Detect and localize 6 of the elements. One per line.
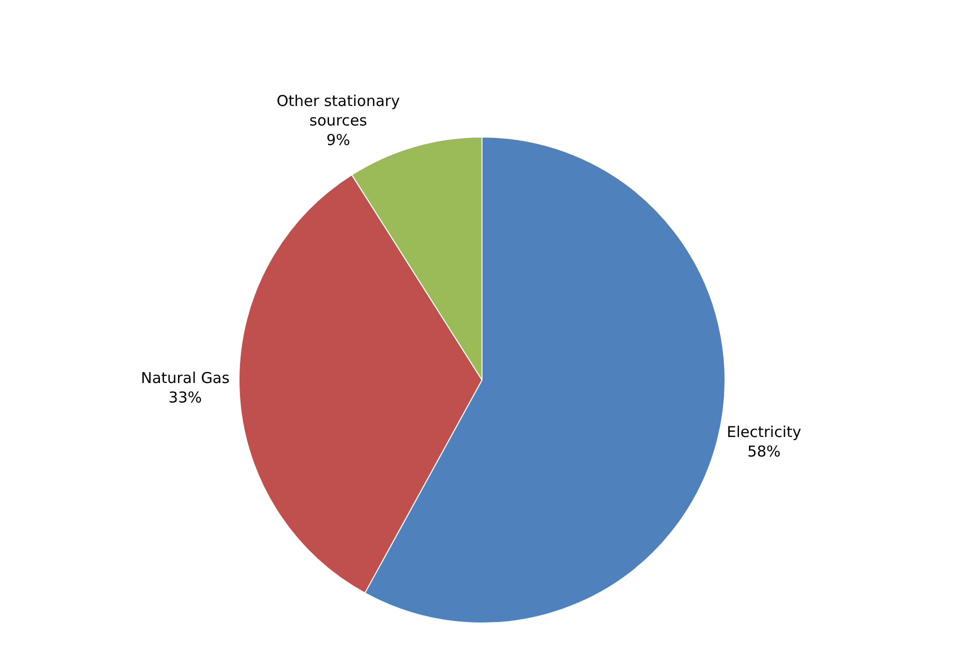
data-label: 9%	[326, 130, 350, 149]
data-label: 58%	[747, 442, 781, 460]
slice-label: Electricity	[726, 422, 802, 441]
data-label: 33%	[168, 388, 202, 406]
slice-label: Natural Gas	[140, 368, 230, 387]
slice-label: Other stationary sources	[276, 92, 400, 130]
